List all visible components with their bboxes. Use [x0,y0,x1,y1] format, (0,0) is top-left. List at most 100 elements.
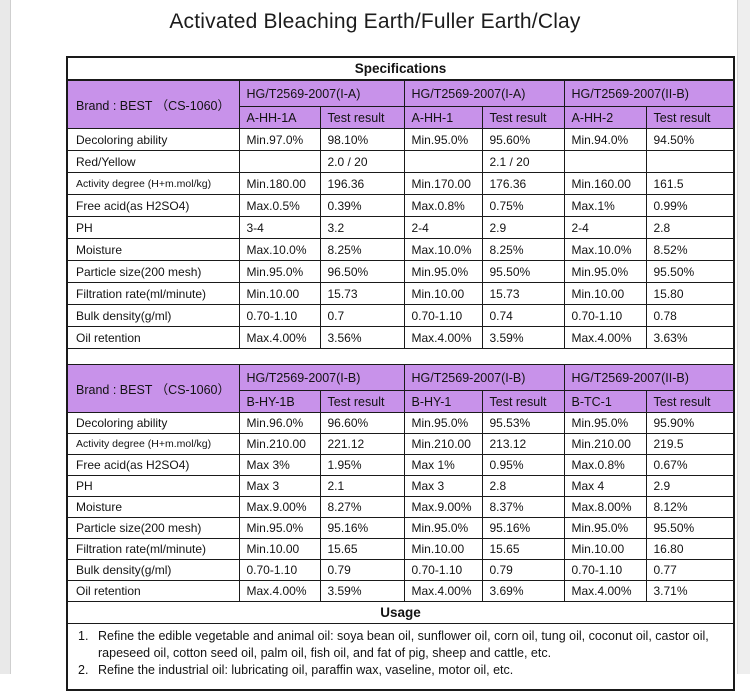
test-result-cell: 176.36 [481,172,565,195]
spec-limit-cell: Min.10.00 [238,538,321,560]
usage-item-number: 2. [78,663,89,677]
usage-header: Usage [66,601,735,624]
table-row: Moisture Max.10.0% 8.25% Max.10.0% 8.25% Max.… [66,238,735,261]
test-result-cell: 2.0 / 20 [319,150,405,173]
test-result-cell: 3.2 [319,216,405,239]
usage-header-row: Usage [66,601,735,624]
test-result-cell: 219.5 [645,433,735,455]
grade-row: A-HH-1A Test result A-HH-1 Test result A-HH-… [67,106,735,129]
usage-item-number: 1. [78,629,89,643]
test-result-cell: 95.50% [645,260,735,283]
table-row: Bulk density(g/ml) 0.70-1.10 0.7 0.70-1.10 0… [66,304,735,327]
spec-limit-cell [403,150,483,173]
spec-limit-cell: 2-4 [563,216,647,239]
test-result-cell: 8.25% [481,238,565,261]
table-row: Red/Yellow 2.0 / 20 2.1 / 20 [66,150,735,173]
table-row: Moisture Max.9.00% 8.27% Max.9.00% 8.37% Max.… [66,496,735,518]
param-label-cell: Activity degree (H+m.mol/kg) [66,433,240,455]
grade-cell: A-HH-1A [238,106,321,129]
param-label-cell: Bulk density(g/ml) [66,559,240,581]
test-result-cell: 95.50% [481,260,565,283]
test-result-cell: 2.9 [481,216,565,239]
param-label-cell: Particle size(200 mesh) [66,517,240,539]
spec-limit-cell: Max.1% [563,194,647,217]
section-spacer-cell [66,348,735,365]
test-result-cell: 3.59% [319,580,405,602]
param-label-cell: PH [66,475,240,497]
standard-cell: HG/T2569-2007(II-B) [563,364,735,391]
table-row: Filtration rate(ml/minute) Min.10.00 15.73… [66,282,735,305]
test-result-cell: 2.1 / 20 [481,150,565,173]
test-result-cell: 8.27% [319,496,405,518]
test-result-cell: 8.37% [481,496,565,518]
spec-limit-cell: 0.70-1.10 [563,559,647,581]
spec-limit-cell: 0.70-1.10 [238,559,321,581]
test-result-cell: 2.8 [645,216,735,239]
test-result-cell: 2.9 [645,475,735,497]
table-row: Filtration rate(ml/minute) Min.10.00 15.65… [66,538,735,560]
spec-limit-cell: Min.95.0% [238,260,321,283]
param-label-cell: PH [66,216,240,239]
test-result-cell: 196.36 [319,172,405,195]
table-row: Particle size(200 mesh) Min.95.0% 96.50% Mi… [66,260,735,283]
spec-limit-cell: Max.10.0% [403,238,483,261]
test-result-cell: 0.77 [645,559,735,581]
test-result-cell: 95.60% [481,128,565,151]
brand-cell: Brand : BEST （CS-1060） [66,364,240,413]
test-result-cell: 15.73 [319,282,405,305]
table-row: Bulk density(g/ml) 0.70-1.10 0.79 0.70-1.10… [66,559,735,581]
test-result-cell: 98.10% [319,128,405,151]
table-row: Decoloring ability Min.96.0% 96.60% Min.95.… [66,412,735,434]
grade-cell: Test result [319,106,405,129]
spec-limit-cell: Max.10.0% [563,238,647,261]
test-result-cell: 1.95% [319,454,405,476]
spec-limit-cell: Max.0.8% [403,194,483,217]
table-row: Activity degree (H+m.mol/kg) Min.210.00 22… [66,433,735,455]
test-result-cell: 0.7 [319,304,405,327]
spec-limit-cell: Min.95.0% [403,412,483,434]
usage-item-text: Refine the industrial oil: lubricating o… [98,663,514,677]
usage-content-row: 1. Refine the edible vegetable and animal… [66,623,735,691]
spec-limit-cell: Min.95.0% [563,517,647,539]
test-result-cell: 0.79 [481,559,565,581]
spec-limit-cell: 0.70-1.10 [403,304,483,327]
spec-limit-cell: Min.210.00 [403,433,483,455]
table-row: Oil retention Max.4.00% 3.56% Max.4.00% 3.59… [66,326,735,349]
left-page-edge [0,0,11,674]
spec-limit-cell [238,150,321,173]
test-result-cell: 0.75% [481,194,565,217]
test-result-cell: 16.80 [645,538,735,560]
spec-limit-cell: Min.95.0% [403,128,483,151]
test-result-cell: 0.67% [645,454,735,476]
spec-limit-cell: Max.10.0% [238,238,321,261]
spec-limit-cell: Min.97.0% [238,128,321,151]
usage-item-text: Refine the edible vegetable and animal o… [98,629,709,660]
usage-item: 2. Refine the industrial oil: lubricating… [76,662,727,679]
spec-limit-cell: Max.9.00% [238,496,321,518]
test-result-cell: 3.71% [645,580,735,602]
test-result-cell: 0.99% [645,194,735,217]
param-label-cell: Decoloring ability [66,412,240,434]
test-result-cell: 3.59% [481,326,565,349]
param-label-cell: Bulk density(g/ml) [66,304,240,327]
test-result-cell: 3.63% [645,326,735,349]
spec-limit-cell: Max 4 [563,475,647,497]
spec-limit-cell: Max 3% [238,454,321,476]
param-label-cell: Free acid(as H2SO4) [66,454,240,476]
spec-limit-cell: Min.10.00 [563,538,647,560]
test-result-cell: 95.50% [645,517,735,539]
test-result-cell: 95.90% [645,412,735,434]
spec-limit-cell: Max.8.00% [563,496,647,518]
test-result-cell: 94.50% [645,128,735,151]
test-result-cell: 0.95% [481,454,565,476]
spec-limit-cell: Max.4.00% [403,326,483,349]
test-result-cell: 8.25% [319,238,405,261]
test-result-cell: 96.50% [319,260,405,283]
table-row: Free acid(as H2SO4) Max 3% 1.95% Max 1% 0.95… [66,454,735,476]
param-label-cell: Oil retention [66,580,240,602]
spec-limit-cell [563,150,647,173]
spec-limit-cell: Max 3 [238,475,321,497]
param-label-cell: Oil retention [66,326,240,349]
spec-limit-cell: 0.70-1.10 [403,559,483,581]
specifications-header: Specifications [66,56,735,81]
